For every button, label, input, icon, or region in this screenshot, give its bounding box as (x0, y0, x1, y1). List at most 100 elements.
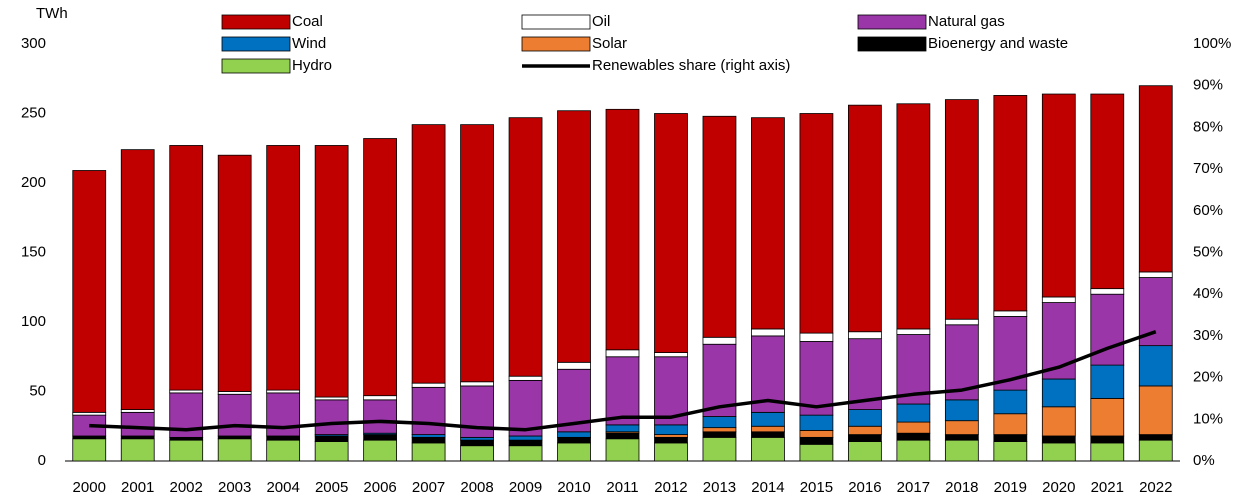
bar-segment (314, 399, 349, 435)
bar-segment (944, 399, 979, 422)
bar-segment (460, 445, 494, 462)
y2-tick-label: 100% (1193, 35, 1231, 52)
bar-segment (944, 420, 979, 435)
legend-swatch (221, 58, 291, 74)
x-tick-label: 2018 (945, 479, 978, 496)
bar-segment (508, 445, 543, 462)
bar-segment (993, 95, 1028, 312)
y2-tick-label: 40% (1193, 285, 1223, 302)
bar-segment (460, 381, 494, 387)
x-tick-label: 2005 (315, 479, 348, 496)
bar-segment (217, 393, 252, 437)
bar-segment (557, 436, 591, 444)
y2-tick-label: 80% (1193, 118, 1223, 135)
bar-segment (1041, 93, 1076, 298)
bar-segment (654, 434, 688, 438)
bar-segment (460, 436, 494, 441)
bar-segment (72, 438, 107, 462)
x-tick-label: 2015 (800, 479, 833, 496)
bar-segment (605, 349, 640, 358)
bar-segment (120, 435, 155, 440)
bar-segment (217, 435, 252, 440)
bar-segment (120, 149, 155, 410)
bar-segment (557, 110, 591, 363)
legend-label: Coal (292, 13, 323, 30)
x-tick-label: 2002 (170, 479, 203, 496)
bar-segment (1090, 442, 1125, 462)
y-tick-label: 300 (21, 35, 46, 52)
bar-segment (169, 389, 204, 394)
legend-swatch (521, 14, 591, 30)
legend-label: Oil (592, 13, 610, 30)
bar-segment (557, 361, 591, 370)
bar-segment (1090, 93, 1125, 290)
legend-swatch (521, 36, 591, 52)
bar-segment (411, 382, 446, 388)
bar-segment (508, 375, 543, 381)
bar-segment (1090, 398, 1125, 437)
legend-swatch (221, 14, 291, 30)
legend-swatch (857, 14, 927, 30)
bar-segment (848, 104, 882, 333)
y2-tick-label: 60% (1193, 202, 1223, 219)
bar-segment (314, 441, 349, 462)
y-tick-label: 150 (21, 243, 46, 260)
line (89, 330, 1157, 432)
bar-segment (217, 391, 252, 395)
y2-tick-label: 20% (1193, 369, 1223, 386)
bar-segment (751, 425, 785, 433)
legend-label: Solar (592, 35, 627, 52)
bar-segment (799, 414, 834, 431)
legend-label: Bioenergy and waste (928, 35, 1068, 52)
x-tick-label: 2010 (557, 479, 590, 496)
bar-segment (751, 328, 785, 337)
x-tick-label: 2009 (509, 479, 542, 496)
bar-segment (944, 99, 979, 320)
y2-tick-label: 70% (1193, 160, 1223, 177)
bar-segment (1138, 434, 1173, 441)
bar-segment (411, 386, 446, 435)
bar-segment (799, 430, 834, 438)
bar-segment (557, 431, 591, 438)
bar-segment (120, 411, 155, 437)
bar-segment (72, 411, 107, 416)
bar-segment (896, 103, 931, 330)
bar-segment (1041, 442, 1076, 462)
bar-segment (411, 442, 446, 462)
bar-segment (944, 434, 979, 441)
y-tick-label: 50 (29, 382, 46, 399)
y-tick-label: 100 (21, 313, 46, 330)
bar-segment (993, 441, 1028, 462)
x-tick-label: 2017 (897, 479, 930, 496)
bar-segment (217, 438, 252, 462)
y-tick-label: 250 (21, 104, 46, 121)
bar-segment (508, 439, 543, 447)
legend-label: Renewables share (right axis) (592, 57, 790, 74)
bar-segment (314, 435, 349, 442)
bar-segment (1041, 378, 1076, 408)
y-tick-label: 0 (38, 452, 46, 469)
bar-segment (993, 413, 1028, 435)
bar-segment (799, 341, 834, 416)
y2-tick-label: 90% (1193, 77, 1223, 94)
y2-tick-label: 0% (1193, 452, 1215, 469)
legend-swatch (857, 36, 927, 52)
bar-segment (605, 356, 640, 426)
bar-segment (363, 395, 397, 401)
x-tick-label: 2000 (73, 479, 106, 496)
legend-label: Natural gas (928, 13, 1005, 30)
legend-label: Hydro (292, 57, 332, 74)
bar-segment (751, 436, 785, 462)
bar-segment (654, 442, 688, 462)
bar-segment (944, 318, 979, 326)
x-tick-label: 2011 (606, 479, 638, 496)
bar-segment (508, 435, 543, 441)
bar-segment (702, 436, 737, 462)
x-tick-label: 2016 (848, 479, 881, 496)
bar-segment (799, 443, 834, 462)
bar-segment (1041, 406, 1076, 437)
y-axis-label: TWh (36, 5, 68, 22)
bar-segment (1138, 385, 1173, 435)
bar-segment (702, 427, 737, 433)
